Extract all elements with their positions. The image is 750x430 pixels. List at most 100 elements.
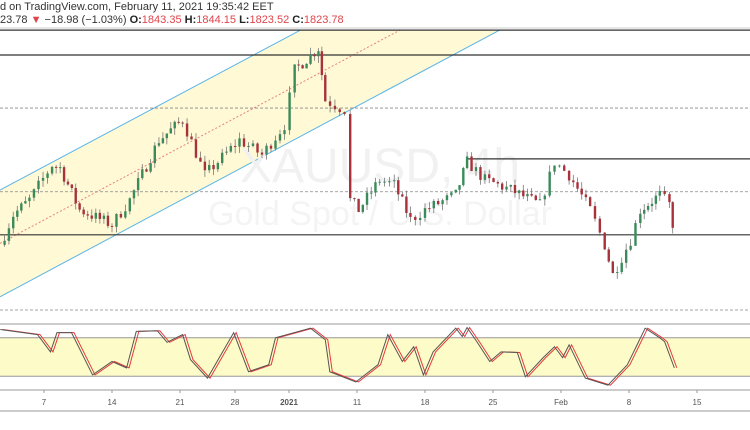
candle-down [671, 202, 674, 228]
candle-down [479, 167, 482, 180]
candle-up [462, 168, 465, 186]
candle-down [401, 194, 404, 197]
candle-down [668, 194, 671, 203]
candle-down [500, 183, 504, 190]
tick-label: 18 [421, 398, 430, 407]
watermark-name: Gold Spot / U.S. Dollar [208, 195, 552, 233]
candle-down [338, 109, 341, 113]
last-price: 23.78 [0, 14, 28, 26]
candle-down [86, 214, 89, 216]
candle-up [383, 181, 386, 183]
candle-up [629, 245, 632, 250]
candle-up [265, 145, 268, 155]
candle-down [269, 145, 273, 149]
candle-down [90, 215, 93, 219]
candle-up [288, 92, 291, 131]
candle-down [110, 225, 114, 227]
candles [3, 46, 674, 279]
channel-lower-line [0, 29, 500, 298]
candle-up [639, 213, 642, 224]
candle-down [233, 145, 237, 147]
candle-down [66, 181, 70, 185]
candle-down [297, 64, 300, 66]
candle-up [305, 63, 308, 69]
candle-up [374, 182, 377, 193]
candle-up [46, 173, 49, 178]
candle-down [190, 136, 193, 140]
candle-up [153, 145, 156, 164]
candle-up [24, 201, 27, 204]
candle-up [450, 192, 453, 196]
candle-down [353, 198, 356, 200]
candle-up [616, 272, 619, 274]
candle-down [194, 139, 198, 158]
candle-up [41, 177, 45, 181]
candle-down [470, 156, 473, 172]
candle-up [538, 199, 542, 201]
candle-up [505, 186, 508, 190]
candle-up [278, 134, 282, 141]
high-label: H: [184, 14, 197, 26]
candle-down [611, 261, 615, 273]
trend-channel[interactable] [0, 29, 500, 298]
candle-up [229, 145, 233, 152]
candle-up [149, 163, 152, 172]
candle-up [251, 143, 255, 146]
tick-label: 25 [489, 398, 498, 407]
candle-up [247, 145, 250, 147]
candle-down [203, 161, 207, 171]
candle-up [7, 228, 11, 241]
candle-down [436, 200, 440, 205]
candle-down [343, 112, 346, 114]
candle-down [563, 165, 566, 171]
candle-up [526, 193, 529, 197]
candle-down [588, 197, 592, 207]
candle-down [145, 169, 148, 172]
candle-up [454, 189, 457, 193]
candle-up [16, 210, 19, 217]
candle-up [441, 200, 444, 205]
candle-down [242, 138, 246, 147]
candle-down [199, 157, 202, 162]
candle-down [256, 143, 259, 153]
candle-up [169, 128, 172, 134]
candle-down [567, 170, 571, 181]
candle-down [414, 216, 417, 221]
candle-down [496, 182, 500, 184]
candle-up [161, 138, 165, 144]
candle-up [12, 216, 15, 229]
candle-up [388, 181, 391, 183]
candle-up [136, 178, 140, 191]
ohlc-legend: 23.78 ▼ −18.98 (−1.03%) O:1843.35 H:1844… [0, 14, 344, 26]
candle-up [543, 195, 547, 200]
candle-down [397, 180, 400, 195]
candle-up [124, 211, 127, 218]
candle-up [50, 166, 54, 174]
candle-up [458, 185, 461, 190]
tick-label: Feb [554, 398, 568, 407]
candle-up [553, 165, 556, 172]
channel-midline [0, 29, 401, 244]
candle-down [313, 54, 316, 57]
candle-up [165, 133, 169, 139]
candle-up [509, 184, 513, 187]
low-value: 1823.52 [249, 14, 290, 26]
tick-label: 15 [693, 398, 702, 407]
candle-down [572, 180, 575, 183]
candle-down [181, 122, 184, 124]
candle-up [157, 143, 161, 146]
tick-label: 21 [176, 398, 185, 407]
candle-down [70, 184, 74, 189]
candle-up [32, 189, 36, 198]
candle-down [74, 188, 77, 204]
candle-down [328, 101, 332, 106]
candle-down [522, 190, 525, 197]
candle-up [634, 223, 637, 246]
candle-up [141, 169, 144, 179]
time-axis[interactable]: 7 14 21 28 2021 11 18 25 Feb 8 15 [0, 389, 750, 412]
candle-up [658, 190, 661, 196]
candle-down [492, 178, 495, 183]
open-value: 1843.35 [141, 14, 182, 26]
candle-up [115, 213, 118, 227]
